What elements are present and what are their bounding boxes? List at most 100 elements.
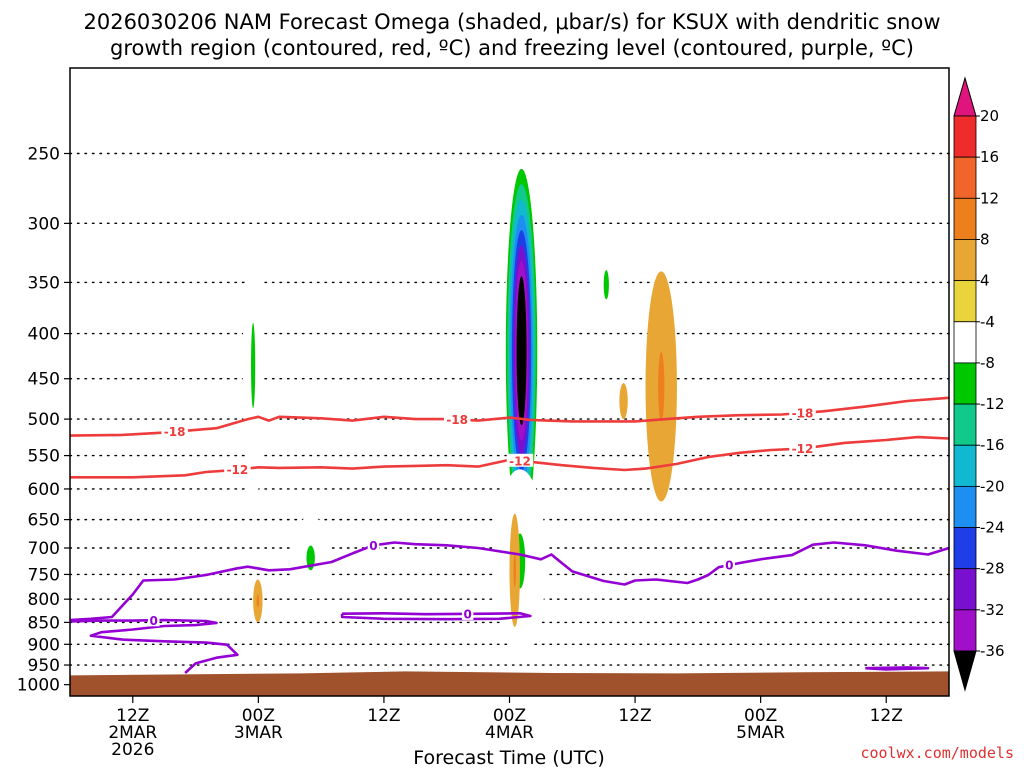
y-tick-label-300: 300 xyxy=(28,214,60,234)
x-tick-label-1-1: 3MAR xyxy=(234,723,283,743)
colorbar-band-0 xyxy=(953,115,977,158)
y-tick-label-550: 550 xyxy=(28,447,60,467)
contour-label-bg-1-2 xyxy=(789,441,816,455)
x-tick-label-4-0: 12Z xyxy=(618,706,651,726)
y-tick-label-1000: 1000 xyxy=(17,676,60,696)
y-tick-label-700: 700 xyxy=(28,539,60,559)
chart-title-line1: 2026030206 NAM Forecast Omega (shaded, μ… xyxy=(83,10,940,34)
x-tick-label-1-0: 00Z xyxy=(242,706,275,726)
colorbar-label-13: -36 xyxy=(980,642,1005,660)
omega-cell-descent-4mar-00z-mid-1 xyxy=(513,553,516,588)
contour-label-bg-0-1 xyxy=(443,412,471,426)
colorbar-label-3: 8 xyxy=(980,230,990,248)
contour-line-3 xyxy=(70,618,239,674)
contour-label-2-1: 0 xyxy=(725,559,733,573)
colorbar-label-10: -24 xyxy=(980,519,1005,537)
contour-label-bg-0-2 xyxy=(789,405,816,419)
colorbar-label-9: -20 xyxy=(980,477,1005,495)
contour-label-bg-4-0 xyxy=(461,606,474,620)
y-tick-label-650: 650 xyxy=(28,511,60,531)
y-tick-label-250: 250 xyxy=(28,144,60,164)
isotherm-contours: -18 -18 -18 -12 -12 -12 0 0 0 0 xyxy=(70,396,949,674)
contour-line-4 xyxy=(340,612,532,621)
omega-cell-descent-3mar-00z-low-1 xyxy=(256,594,260,608)
colorbar-band-3 xyxy=(953,239,977,282)
colorbar-label-7: -12 xyxy=(980,395,1005,413)
x-tick-label-5-0: 00Z xyxy=(744,706,777,726)
omega-cell-ascent-4mar-09z-upper-1 xyxy=(603,270,609,300)
y-axis: 2503003504004505005506006507007508008509… xyxy=(17,144,70,696)
colorbar-band-4 xyxy=(953,280,977,323)
colorbar-label-2: 12 xyxy=(980,189,999,207)
contour-label-bg-0-0 xyxy=(161,424,188,438)
contour-label-bg-3-0 xyxy=(147,613,160,627)
y-tick-label-900: 900 xyxy=(28,635,60,655)
contour-line-0 xyxy=(70,396,949,437)
y-tick-label-350: 350 xyxy=(28,273,60,293)
colorbar-band-12 xyxy=(953,609,977,652)
omega-cell-ascent-4mar-00z-core-9 xyxy=(518,291,525,410)
y-tick-label-850: 850 xyxy=(28,613,60,633)
colorbar-band-1 xyxy=(953,156,977,199)
colorbar-label-6: -8 xyxy=(980,354,995,372)
contour-label-1-1: -12 xyxy=(509,454,531,468)
colorbar-label-11: -28 xyxy=(980,560,1005,578)
x-tick-label-6-0: 12Z xyxy=(870,706,903,726)
colorbar-band-5 xyxy=(953,321,977,364)
x-axis-title: Forecast Time (UTC) xyxy=(413,747,604,768)
colorbar-band-9 xyxy=(953,485,977,528)
colorbar-bottom-arrow xyxy=(953,650,977,692)
x-tick-label-3-1: 4MAR xyxy=(485,723,534,743)
contour-label-bg-1-0 xyxy=(224,462,251,476)
contour-label-1-0: -12 xyxy=(227,463,249,477)
colorbar-label-4: 4 xyxy=(980,272,990,290)
colorbar-band-2 xyxy=(953,197,977,240)
contour-label-0-1: -18 xyxy=(446,413,468,427)
colorbar-label-1: 16 xyxy=(980,148,999,166)
colorbar-band-11 xyxy=(953,568,977,611)
ground-surface xyxy=(70,671,949,696)
chart-title-line2: growth region (contoured, red, ºC) and f… xyxy=(110,36,914,60)
colorbar-label-8: -16 xyxy=(980,436,1005,454)
colorbar-label-5: -4 xyxy=(980,313,995,331)
ground-terrain xyxy=(70,671,949,696)
contour-label-0-0: -18 xyxy=(164,425,186,439)
x-tick-label-3-0: 00Z xyxy=(493,706,526,726)
x-tick-label-0-1: 2MAR xyxy=(108,723,157,743)
omega-cell-ascent-3mar-00z-column-1 xyxy=(251,322,256,409)
colorbar-band-6 xyxy=(953,362,977,405)
omega-shading xyxy=(242,153,677,653)
colorbar-legend: 20 16 12 8 4 -4 -8 -12 -16 -20 -24 -28 -32 -36 xyxy=(953,76,1005,692)
omega-cell-descent-4mar-10z-small-0 xyxy=(619,382,628,420)
site-credit[interactable]: coolwx.com/models xyxy=(860,744,1014,762)
y-tick-label-400: 400 xyxy=(28,325,60,345)
y-tick-label-500: 500 xyxy=(28,410,60,430)
colorbar-band-10 xyxy=(953,527,977,570)
y-tick-label-600: 600 xyxy=(28,480,60,500)
y-tick-label-750: 750 xyxy=(28,565,60,585)
contour-label-bg-2-0 xyxy=(367,538,380,552)
contour-label-0-2: -18 xyxy=(792,406,814,420)
contour-label-1-2: -12 xyxy=(792,442,814,456)
x-tick-label-5-1: 5MAR xyxy=(736,723,785,743)
y-tick-label-450: 450 xyxy=(28,370,60,390)
contour-line-2 xyxy=(70,541,949,622)
contour-line-5 xyxy=(865,666,930,671)
y-tick-label-800: 800 xyxy=(28,590,60,610)
contour-label-4-0: 0 xyxy=(463,607,471,621)
x-tick-label-0-2: 2026 xyxy=(111,740,154,760)
colorbar-band-8 xyxy=(953,444,977,487)
colorbar-label-12: -32 xyxy=(980,601,1005,619)
contour-label-bg-1-1 xyxy=(506,453,534,467)
y-tick-label-950: 950 xyxy=(28,656,60,676)
omega-cell-descent-4mar-13z-1 xyxy=(658,351,665,421)
x-tick-label-0-0: 12Z xyxy=(116,706,149,726)
contour-label-2-0: 0 xyxy=(369,539,377,553)
colorbar-band-7 xyxy=(953,403,977,446)
x-tick-label-2-0: 12Z xyxy=(367,706,400,726)
contour-label-bg-2-1 xyxy=(723,558,735,572)
colorbar-top-arrow xyxy=(953,76,977,117)
contour-label-3-0: 0 xyxy=(150,614,158,628)
